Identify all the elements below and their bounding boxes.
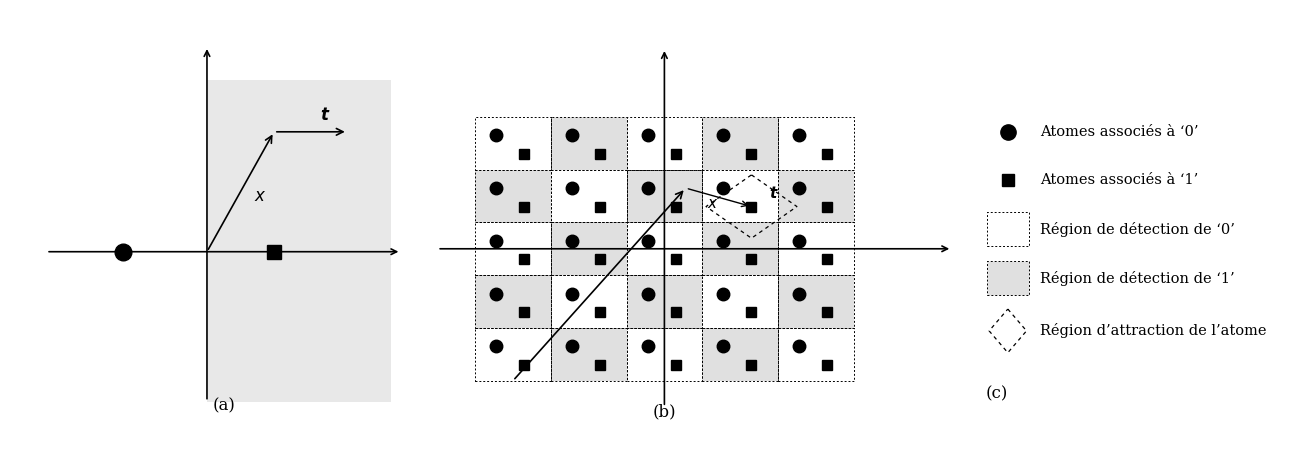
Text: (a): (a) <box>212 398 236 415</box>
Bar <box>778 117 854 170</box>
Bar <box>703 275 778 328</box>
Bar <box>551 222 626 275</box>
Text: (b): (b) <box>653 403 676 420</box>
Bar <box>778 275 854 328</box>
Text: Région de détection de ‘1’: Région de détection de ‘1’ <box>1040 271 1234 286</box>
Bar <box>703 222 778 275</box>
Bar <box>703 328 778 381</box>
Bar <box>778 328 854 381</box>
Text: t: t <box>320 106 328 124</box>
Bar <box>703 117 778 170</box>
Text: Atomes associés à ‘0’: Atomes associés à ‘0’ <box>1040 125 1199 139</box>
Bar <box>778 170 854 222</box>
Bar <box>475 275 551 328</box>
Bar <box>207 80 391 401</box>
Bar <box>475 170 551 222</box>
Bar <box>626 275 703 328</box>
Text: Région d’attraction de l’atome: Région d’attraction de l’atome <box>1040 323 1266 338</box>
Bar <box>778 275 854 328</box>
Bar <box>475 170 551 222</box>
Text: x: x <box>254 187 263 205</box>
Bar <box>778 222 854 275</box>
Bar <box>778 328 854 381</box>
Bar <box>551 328 626 381</box>
Bar <box>551 328 626 381</box>
Bar <box>626 275 703 328</box>
Bar <box>703 222 778 275</box>
Bar <box>626 117 703 170</box>
Bar <box>551 275 626 328</box>
Bar <box>778 222 854 275</box>
Bar <box>626 222 703 275</box>
Bar <box>475 328 551 381</box>
Bar <box>626 117 703 170</box>
Bar <box>475 328 551 381</box>
Bar <box>626 328 703 381</box>
Bar <box>703 275 778 328</box>
Bar <box>551 170 626 222</box>
Bar <box>551 170 626 222</box>
Bar <box>475 275 551 328</box>
Text: t: t <box>769 186 776 201</box>
Bar <box>551 117 626 170</box>
Bar <box>626 222 703 275</box>
Bar <box>703 328 778 381</box>
Bar <box>551 275 626 328</box>
Bar <box>551 222 626 275</box>
Bar <box>475 222 551 275</box>
Bar <box>703 170 778 222</box>
Bar <box>626 170 703 222</box>
Text: Atomes associés à ‘1’: Atomes associés à ‘1’ <box>1040 173 1199 188</box>
Text: Région de détection de ‘0’: Région de détection de ‘0’ <box>1040 222 1234 237</box>
Bar <box>778 170 854 222</box>
Bar <box>778 117 854 170</box>
Bar <box>626 170 703 222</box>
Bar <box>987 212 1029 246</box>
Bar <box>475 117 551 170</box>
Bar <box>626 328 703 381</box>
Bar <box>475 222 551 275</box>
Bar <box>551 117 626 170</box>
Bar <box>475 117 551 170</box>
Bar <box>987 261 1029 295</box>
Text: (c): (c) <box>986 385 1008 402</box>
Bar <box>703 170 778 222</box>
Bar <box>703 117 778 170</box>
Text: x: x <box>708 196 717 212</box>
